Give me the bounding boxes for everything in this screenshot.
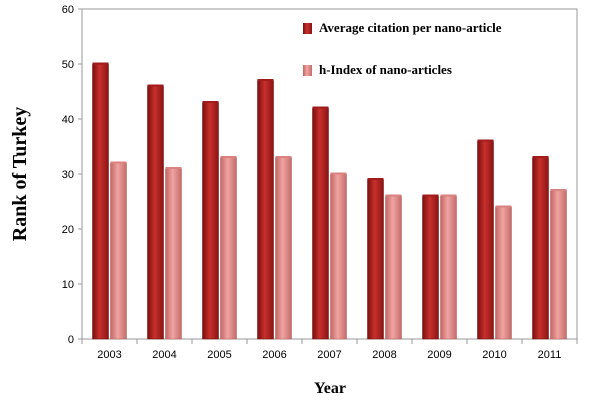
bar-s0-2004 xyxy=(147,85,164,340)
bar-cap-s0-2007 xyxy=(312,106,329,109)
bar-s0-2008 xyxy=(367,179,384,340)
bar-cap-s1-2005 xyxy=(220,156,237,158)
legend-label-1: h-Index of nano-articles xyxy=(319,62,452,77)
bar-s1-2010 xyxy=(495,206,512,340)
bar-s1-2007 xyxy=(330,173,347,340)
legend-swatch-0 xyxy=(303,23,312,34)
bar-cap-s0-2005 xyxy=(202,101,219,103)
bar-s1-2003 xyxy=(110,162,127,340)
bar-cap-s0-2011 xyxy=(532,156,549,158)
bar-s0-2010 xyxy=(477,140,494,340)
x-tick-label: 2004 xyxy=(152,349,176,361)
y-tick-label: 10 xyxy=(62,279,74,291)
bar-cap-s1-2004 xyxy=(165,167,182,169)
x-tick-label: 2007 xyxy=(317,349,341,361)
bar-cap-s0-2006 xyxy=(257,79,274,81)
bar-s0-2007 xyxy=(312,107,329,340)
bar-cap-s1-2009 xyxy=(440,194,457,197)
x-axis-title: Year xyxy=(314,380,346,397)
bar-cap-s1-2011 xyxy=(550,189,567,191)
x-tick-label: 2011 xyxy=(538,349,562,361)
y-tick-label: 60 xyxy=(62,4,74,16)
x-tick-label: 2009 xyxy=(427,349,451,361)
bar-s1-2009 xyxy=(440,195,457,340)
x-tick-label: 2010 xyxy=(482,349,506,361)
bar-s1-2011 xyxy=(550,190,567,340)
bar-cap-s0-2009 xyxy=(422,194,439,197)
y-axis-ticks: 0 10 20 30 40 50 60 xyxy=(62,4,82,346)
bar-cap-s0-2004 xyxy=(147,84,164,87)
y-tick-label: 0 xyxy=(68,334,74,346)
y-tick-label: 50 xyxy=(62,59,74,71)
y-tick-label: 20 xyxy=(62,224,74,236)
bar-s1-2005 xyxy=(220,157,237,340)
y-axis-title: Rank of Turkey xyxy=(9,107,31,242)
legend-swatch-1 xyxy=(303,65,312,76)
x-tick-label: 2008 xyxy=(372,349,396,361)
bar-cap-s1-2008 xyxy=(385,194,402,197)
bar-cap-s0-2003 xyxy=(92,62,109,65)
bar-s1-2008 xyxy=(385,195,402,340)
bar-s0-2009 xyxy=(422,195,439,340)
bar-cap-s1-2003 xyxy=(110,161,127,164)
y-tick-label: 40 xyxy=(62,114,74,126)
bar-cap-s1-2010 xyxy=(495,205,512,208)
bar-s0-2003 xyxy=(92,63,109,340)
bar-s0-2006 xyxy=(257,80,274,340)
bar-cap-s1-2006 xyxy=(275,156,292,158)
bar-cap-s1-2007 xyxy=(330,172,347,175)
x-tick-label: 2005 xyxy=(207,349,231,361)
bar-s1-2004 xyxy=(165,168,182,340)
x-tick-label: 2006 xyxy=(262,349,286,361)
bar-cap-s0-2010 xyxy=(477,139,494,142)
legend-label-0: Average citation per nano-article xyxy=(319,20,502,35)
bars xyxy=(92,62,567,340)
x-tick-label: 2003 xyxy=(97,349,121,361)
bar-s0-2005 xyxy=(202,102,219,340)
bar-s0-2011 xyxy=(532,157,549,340)
legend: Average citation per nano-article h-Index… xyxy=(303,20,502,77)
bar-cap-s0-2008 xyxy=(367,178,384,180)
y-tick-label: 30 xyxy=(62,169,74,181)
x-axis-ticks: 2003 2004 2005 2006 2007 2008 2009 2010 2011 xyxy=(81,339,578,361)
bar-s1-2006 xyxy=(275,157,292,340)
